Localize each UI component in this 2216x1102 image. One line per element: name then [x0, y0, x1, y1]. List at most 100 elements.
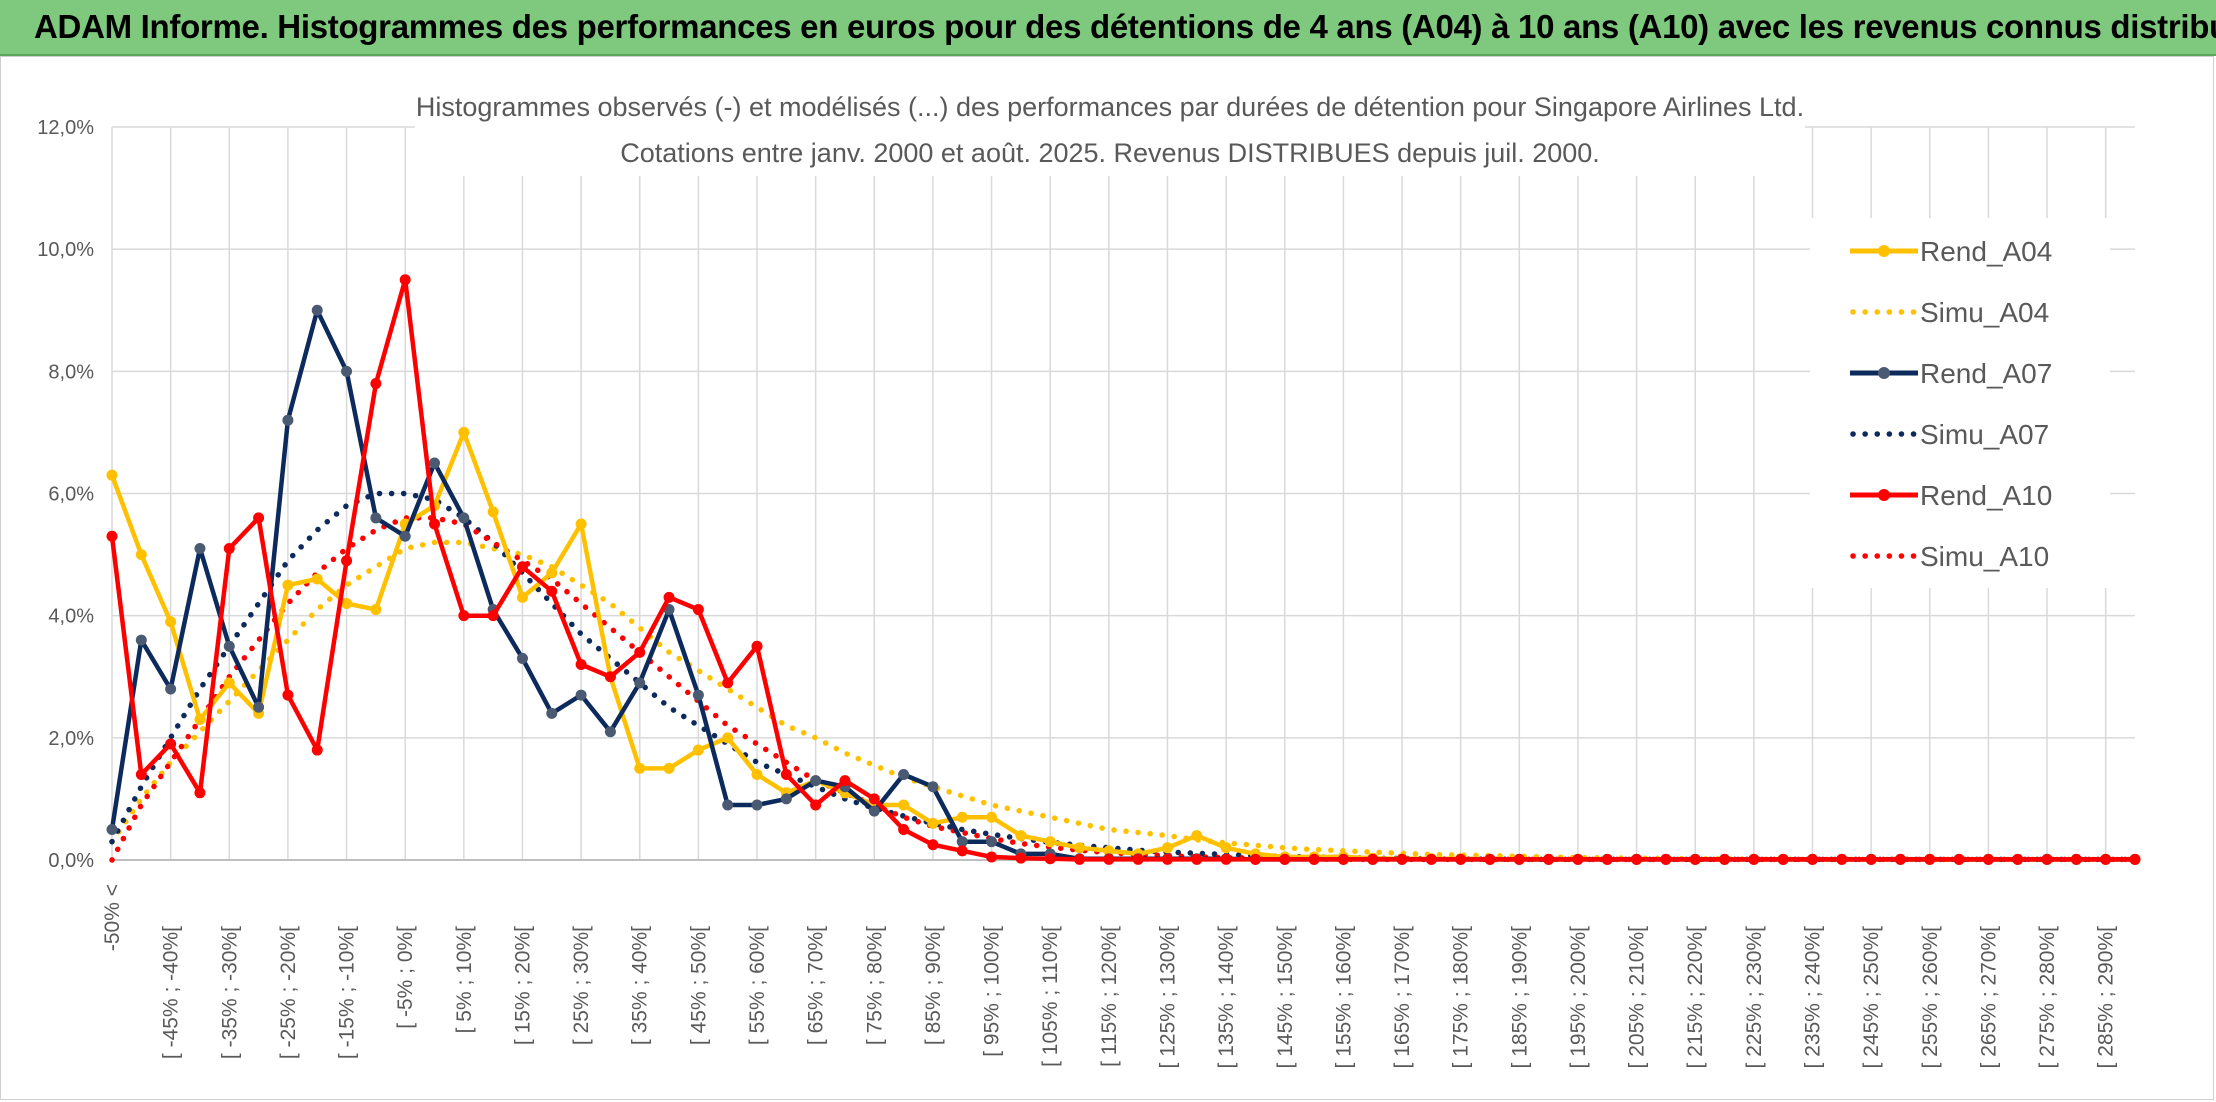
x-tick-label: [ -45% ; -40%[	[160, 926, 183, 1059]
data-point-Rend_A10	[1748, 853, 1760, 865]
x-tick-label: [ 265% ; 270%[	[1977, 926, 2000, 1069]
legend-item-Simu_A07: Simu_A07	[1850, 419, 2049, 450]
legend: Rend_A04 Simu_A04 Rend_A07 Simu_A07 Rend_A10…	[1810, 218, 2110, 588]
data-point-Rend_A07	[956, 836, 968, 848]
data-point-Rend_A04	[370, 604, 382, 616]
data-point-Rend_A04	[1015, 830, 1027, 842]
data-point-Rend_A10	[1601, 853, 1613, 865]
title-background	[415, 88, 1805, 176]
data-point-Rend_A10	[1015, 852, 1027, 864]
plot-area	[106, 274, 2141, 865]
data-point-Rend_A10	[429, 518, 441, 530]
data-point-Rend_A10	[135, 768, 147, 780]
chart-title-line1: Histogrammes observés (-) et modélisés (…	[416, 92, 1804, 122]
y-tick-label: 2,0%	[48, 728, 94, 750]
data-point-Rend_A10	[1103, 853, 1115, 865]
y-tick-label: 12,0%	[37, 117, 94, 139]
data-point-Rend_A10	[1074, 853, 1086, 865]
data-point-Rend_A04	[311, 573, 323, 585]
data-point-Rend_A10	[1279, 853, 1291, 865]
data-point-Rend_A07	[810, 775, 822, 787]
data-point-Rend_A07	[370, 512, 382, 524]
data-point-Rend_A10	[839, 775, 851, 787]
data-point-Rend_A10	[106, 530, 118, 542]
data-point-Rend_A10	[2070, 853, 2082, 865]
data-point-Rend_A10	[399, 274, 411, 286]
x-tick-label: [ 255% ; 260%[	[1919, 926, 1942, 1069]
data-point-Rend_A10	[927, 839, 939, 851]
legend-label: Simu_A04	[1920, 297, 2049, 328]
legend-label: Rend_A07	[1920, 358, 2052, 389]
data-point-Rend_A04	[1074, 842, 1086, 854]
x-tick-label: [ 275% ; 280%[	[2036, 926, 2059, 1069]
data-point-Rend_A10	[1865, 853, 1877, 865]
data-point-Rend_A04	[1161, 842, 1173, 854]
legend-label: Simu_A10	[1920, 541, 2049, 572]
data-point-Rend_A07	[282, 414, 294, 426]
data-point-Rend_A07	[194, 542, 206, 554]
data-point-Rend_A04	[516, 591, 528, 603]
data-point-Rend_A10	[692, 604, 704, 616]
data-point-Rend_A07	[429, 457, 441, 469]
data-point-Rend_A10	[458, 610, 470, 622]
x-tick-label: [ 185% ; 190%[	[1508, 926, 1531, 1069]
chart-frame	[0, 56, 2214, 1100]
data-point-Rend_A07	[546, 707, 558, 719]
data-point-Rend_A07	[634, 677, 646, 689]
data-point-Rend_A10	[1572, 853, 1584, 865]
data-point-Rend_A07	[575, 689, 587, 701]
x-tick-label: [ 215% ; 220%[	[1684, 926, 1707, 1069]
legend-label: Rend_A10	[1920, 480, 2052, 511]
data-point-Rend_A07	[868, 805, 880, 817]
data-point-Rend_A10	[898, 823, 910, 835]
x-tick-label: [ 95% ; 100%[	[981, 926, 1004, 1057]
data-point-Rend_A10	[1249, 853, 1261, 865]
x-tick-label: -50% <	[101, 884, 124, 951]
data-point-Rend_A10	[575, 659, 587, 671]
data-point-Rend_A04	[575, 518, 587, 530]
data-point-Rend_A10	[2100, 853, 2112, 865]
legend-item-Rend_A10: Rend_A10	[1850, 480, 2052, 511]
data-point-Rend_A04	[927, 817, 939, 829]
data-point-Rend_A04	[898, 799, 910, 811]
series-line-Rend_A10	[109, 277, 2135, 862]
x-tick-label: [ 85% ; 90%[	[922, 926, 945, 1045]
data-point-Rend_A10	[1777, 853, 1789, 865]
data-point-Rend_A07	[927, 781, 939, 793]
data-point-Rend_A04	[1044, 836, 1056, 848]
y-tick-label: 10,0%	[37, 239, 94, 261]
data-point-Rend_A10	[370, 378, 382, 390]
data-point-Rend_A04	[135, 549, 147, 561]
x-tick-label: [ 135% ; 140%[	[1215, 926, 1238, 1069]
data-point-Rend_A10	[751, 640, 763, 652]
data-point-Rend_A10	[810, 799, 822, 811]
data-point-Rend_A04	[341, 597, 353, 609]
data-point-Rend_A10	[956, 845, 968, 857]
data-point-Rend_A04	[663, 762, 675, 774]
y-axis: 0,0% 2,0% 4,0% 6,0% 8,0% 10,0% 12,0%	[37, 117, 94, 872]
data-point-Rend_A07	[399, 530, 411, 542]
data-point-Rend_A10	[1308, 853, 1320, 865]
data-point-Rend_A04	[692, 744, 704, 756]
x-tick-label: [ 245% ; 250%[	[1860, 926, 1883, 1069]
data-point-Rend_A10	[1719, 853, 1731, 865]
data-point-Rend_A07	[311, 304, 323, 316]
x-tick-label: [ -25% ; -20%[	[277, 926, 300, 1059]
data-point-Rend_A04	[165, 616, 177, 628]
data-point-Rend_A10	[663, 591, 675, 603]
legend-marker	[1878, 489, 1890, 501]
data-point-Rend_A10	[1396, 853, 1408, 865]
data-point-Rend_A10	[311, 744, 323, 756]
data-point-Rend_A10	[1484, 853, 1496, 865]
legend-item-Rend_A04: Rend_A04	[1850, 236, 2052, 267]
data-point-Rend_A07	[165, 683, 177, 695]
data-point-Rend_A04	[956, 811, 968, 823]
data-point-Rend_A04	[986, 811, 998, 823]
legend-item-Simu_A10: Simu_A10	[1850, 541, 2049, 572]
data-point-Rend_A10	[194, 787, 206, 799]
data-point-Rend_A04	[282, 579, 294, 591]
data-point-Rend_A04	[106, 469, 118, 481]
legend-marker	[1878, 367, 1890, 379]
data-point-Rend_A07	[253, 701, 265, 713]
